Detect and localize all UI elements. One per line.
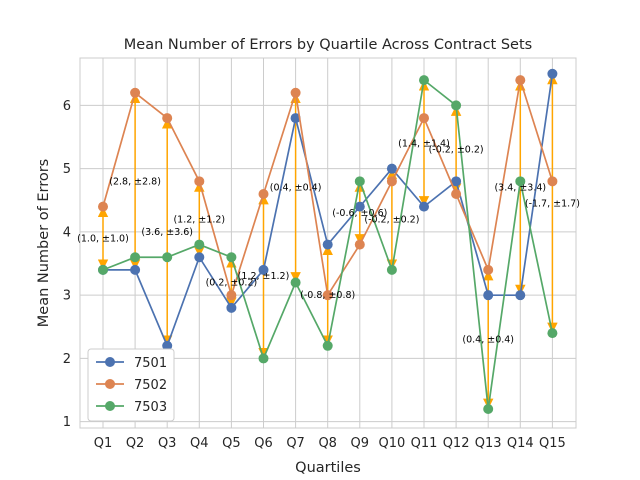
x-tick-label-q11: Q11 [411, 436, 438, 451]
point-7503-q9 [354, 176, 365, 187]
chart-title: Mean Number of Errors by Quartile Across… [124, 37, 532, 53]
point-7502-q15 [547, 176, 558, 187]
annotation-q8: (-0.8, ±0.8) [300, 290, 355, 301]
annotation-q2: (2.8, ±2.8) [109, 176, 161, 187]
x-tick-label-q13: Q13 [475, 436, 502, 451]
point-7501-q3 [162, 340, 173, 351]
annotation-q13: (0.4, ±0.4) [462, 334, 514, 345]
point-7501-q5 [226, 302, 237, 313]
point-7503-q10 [386, 264, 397, 275]
point-7503-q3 [162, 252, 173, 263]
point-7502-q8 [322, 290, 333, 301]
point-7501-q7 [290, 113, 301, 124]
x-tick-label-q3: Q3 [158, 436, 177, 451]
point-7501-q14 [515, 290, 526, 301]
point-7502-q4 [194, 176, 205, 187]
point-7501-q12 [451, 176, 462, 187]
annotations: (1.0, ±1.0) (2.8, ±2.8) (3.6, ±3.6) (1.2, ±… [77, 138, 580, 345]
point-7501-q4 [194, 252, 205, 263]
point-7502-q12 [451, 188, 462, 199]
point-7503-q2 [130, 252, 141, 263]
x-tick-label-q4: Q4 [190, 436, 209, 451]
x-tick-label-q5: Q5 [222, 436, 241, 451]
y-tick-label-6: 6 [63, 99, 71, 114]
annotation-q5: (0.2, ±0.2) [206, 278, 258, 289]
x-tick-label-q7: Q7 [286, 436, 305, 451]
x-axis-title: Quartiles [295, 460, 361, 476]
point-7502-q14 [515, 75, 526, 86]
point-7502-q3 [162, 113, 173, 124]
y-tick-label-3: 3 [63, 289, 71, 304]
point-7501-q11 [419, 201, 429, 212]
annotation-q4: (1.2, ±1.2) [173, 214, 225, 225]
legend-marker-7502 [105, 379, 115, 389]
point-7503-q1 [98, 264, 108, 275]
legend-label-7503: 7503 [134, 400, 167, 415]
legend: 7501 7502 7503 [87, 348, 175, 422]
annotation-q11: (1.4, ±1.4) [398, 138, 450, 149]
legend-marker-7503 [105, 401, 115, 411]
x-tick-label-q10: Q10 [379, 436, 406, 451]
annotation-q6: (1.2, ±1.2) [238, 271, 290, 282]
annotation-q1: (1.0, ±1.0) [77, 233, 129, 244]
point-7502-q5 [226, 290, 237, 301]
x-tick-label-q15: Q15 [539, 436, 566, 451]
point-7501-q13 [483, 290, 494, 301]
point-7502-q10 [386, 176, 397, 187]
annotation-q14: (3.4, ±3.4) [494, 183, 546, 194]
y-tick-label-5: 5 [63, 162, 71, 177]
point-7501-q6 [258, 264, 269, 275]
x-tick-labels: Q1 Q2 Q3 Q4 Q5 Q6 Q7 Q8 Q9 Q10 Q11 Q12 Q13 Q14 Q15 [94, 436, 566, 451]
point-7501-q8 [322, 239, 333, 250]
y-tick-label-4: 4 [63, 225, 71, 240]
legend-label-7501: 7501 [134, 356, 167, 371]
series-lines [98, 68, 558, 415]
legend-marker-7501 [105, 357, 115, 367]
point-7502-q13 [483, 264, 494, 275]
y-axis-title: Mean Number of Errors [36, 159, 52, 327]
point-7501-q2 [130, 264, 141, 275]
point-7503-q13 [483, 404, 494, 415]
point-7503-q7 [290, 277, 301, 288]
x-tick-label-q2: Q2 [126, 436, 145, 451]
point-7503-q11 [419, 75, 429, 86]
point-7501-q10 [386, 163, 397, 174]
annotation-q7: (0.4, ±0.4) [270, 183, 322, 194]
point-7503-q8 [322, 340, 333, 351]
point-7502-q2 [130, 87, 141, 98]
annotation-q10: (-0.2, ±0.2) [364, 214, 419, 225]
point-7503-q15 [547, 328, 558, 339]
point-7502-q11 [419, 113, 429, 124]
x-tick-label-q12: Q12 [443, 436, 470, 451]
point-7502-q6 [258, 188, 269, 199]
x-tick-label-q6: Q6 [254, 436, 273, 451]
x-tick-label-q1: Q1 [94, 436, 113, 451]
annotation-q3: (3.6, ±3.6) [141, 227, 193, 238]
point-7502-q1 [98, 201, 108, 212]
point-7502-q7 [290, 87, 301, 98]
point-7501-q15 [547, 68, 558, 79]
y-tick-label-2: 2 [63, 352, 71, 367]
x-tick-label-q8: Q8 [318, 436, 337, 451]
annotation-q12: (-0.2, ±0.2) [429, 145, 484, 156]
annotation-q15: (-1.7, ±1.7) [525, 198, 580, 209]
point-7503-q5 [226, 252, 237, 263]
y-tick-labels: 1 2 3 4 5 6 [63, 99, 71, 430]
point-7502-q9 [354, 239, 365, 250]
annotation-q9: (-0.6, ±0.6) [332, 208, 387, 219]
x-tick-label-q9: Q9 [351, 436, 370, 451]
point-7503-q4 [194, 239, 205, 250]
legend-label-7502: 7502 [134, 378, 167, 393]
error-arrows [97, 73, 558, 410]
point-7503-q14 [515, 176, 526, 187]
point-7503-q6 [258, 353, 269, 364]
y-tick-label-1: 1 [63, 415, 71, 430]
point-7501-q9 [354, 201, 365, 212]
point-7503-q12 [451, 100, 462, 111]
x-tick-label-q14: Q14 [507, 436, 534, 451]
